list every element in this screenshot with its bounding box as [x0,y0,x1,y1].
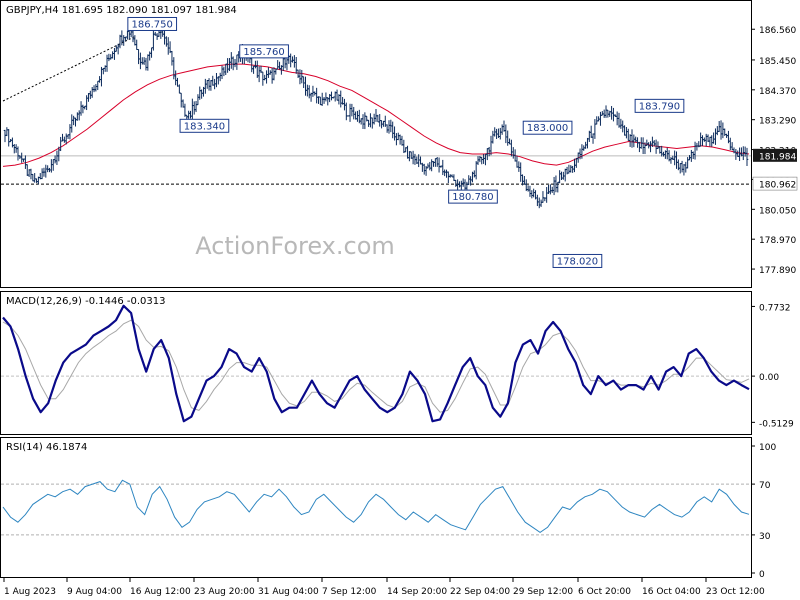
price-annotation-label: 183.000 [527,123,568,134]
price-annotation-box [448,189,498,204]
price-annotation-label: 180.780 [452,192,493,203]
price-annotation-label: 186.750 [132,19,173,30]
price-bar [745,147,749,166]
price-ytick-label: 180.050 [759,206,796,216]
price-annotation-box [127,16,178,31]
macd-ytick-label: 0.00 [759,373,779,383]
macd-ytick-label: -0.5129 [759,419,794,429]
x-tick-label: 14 Sep 20:00 [387,587,447,597]
x-tick-label: 23 Oct 12:00 [706,587,765,597]
macd-line [2,304,750,423]
support-level-badge [752,176,798,191]
x-tick-label: 22 Sep 04:00 [450,587,510,597]
x-tick-label: 29 Sep 12:00 [513,587,573,597]
x-tick-label: 31 Aug 04:00 [258,587,319,597]
x-tick-label: 6 Oct 20:00 [578,587,631,597]
rsi-line [2,479,750,534]
x-tick-label: 9 Aug 04:00 [67,587,122,597]
price-panel-title: GBPJPY,H4 181.695 182.090 181.097 181.98… [6,5,237,16]
price-annotation-box [552,253,603,268]
moving-average-line [2,63,750,167]
current-price-badge [753,148,797,162]
macd-panel-title: MACD(12,26,9) -0.1446 -0.0313 [6,296,166,307]
price-annotation-box [522,120,573,135]
price-annotation-box [634,98,685,113]
macd-signal-line [2,319,750,413]
watermark: ActionForex.com [195,232,395,260]
price-annotation-label: 178.020 [557,256,598,267]
price-annotation: 183.340 [179,118,230,133]
x-tick-label: 16 Aug 12:00 [130,587,191,597]
price-annotation-label: 183.340 [184,121,225,132]
price-ytick-label: 183.290 [759,117,796,127]
price-annotation-box [179,118,230,133]
price-annotation-label: 183.790 [639,101,680,112]
x-tick-label: 7 Sep 12:00 [322,587,377,597]
rsi-ytick-label: 30 [759,532,771,542]
support-level-label: 180.962 [759,181,796,191]
price-panel [0,0,752,288]
current-price-label: 181.984 [759,152,796,162]
price-annotation: 183.000 [522,120,573,135]
price-ytick-label: 185.450 [759,57,796,67]
rsi-panel [0,437,752,578]
trendline [2,35,137,102]
x-tick-label: 16 Oct 04:00 [642,587,701,597]
price-annotation: 185.760 [239,44,289,59]
x-tick-label: 1 Aug 2023 [4,587,56,597]
price-annotation: 178.020 [552,253,603,268]
rsi-ytick-label: 100 [759,443,776,453]
price-annotation: 186.750 [127,16,178,31]
price-ytick-label: 186.560 [759,26,796,36]
macd-ytick-label: 0.7732 [759,303,791,313]
price-annotation-box [239,44,289,59]
price-ytick-label: 184.370 [759,87,796,97]
rsi-panel-title: RSI(14) 46.1874 [6,442,87,453]
rsi-ytick-label: 0 [759,570,765,580]
price-ytick-label: 177.890 [759,266,796,276]
price-annotation: 180.780 [448,189,498,204]
price-annotation: 183.790 [634,98,685,113]
price-ytick-label: 178.970 [759,236,796,246]
rsi-ytick-label: 70 [759,481,771,491]
x-tick-label: 23 Aug 20:00 [194,587,255,597]
macd-panel [0,291,752,435]
price-annotation-label: 185.760 [243,47,284,58]
